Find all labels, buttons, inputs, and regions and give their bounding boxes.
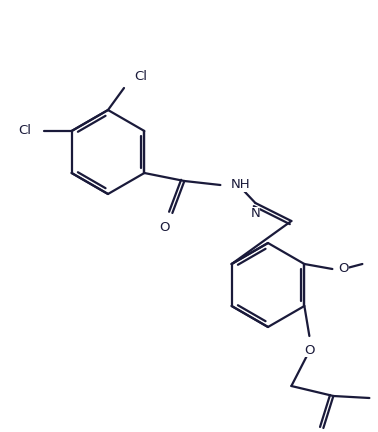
Text: NH: NH xyxy=(230,178,250,191)
Text: N: N xyxy=(251,207,260,220)
Text: O: O xyxy=(304,344,314,357)
Text: O: O xyxy=(159,221,170,234)
Text: Cl: Cl xyxy=(134,70,147,83)
Text: O: O xyxy=(338,263,349,276)
Text: Cl: Cl xyxy=(19,124,32,137)
